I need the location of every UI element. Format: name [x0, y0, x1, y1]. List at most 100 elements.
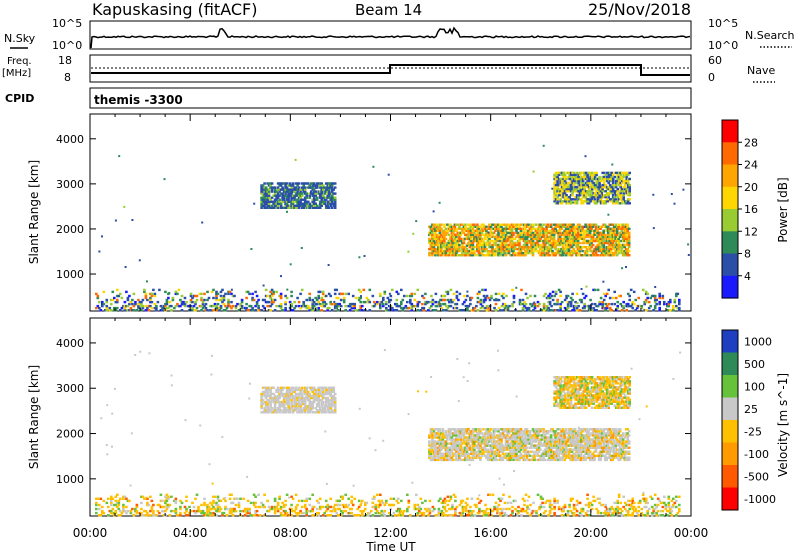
data-cell	[320, 409, 323, 412]
data-cell	[467, 438, 470, 441]
data-cell	[267, 194, 271, 197]
data-cell	[619, 187, 622, 191]
data-cell	[528, 442, 532, 445]
data-cell	[275, 409, 278, 412]
data-cell	[623, 233, 626, 237]
data-cell	[507, 243, 511, 247]
data-cell	[470, 436, 473, 439]
data-cell	[447, 227, 451, 230]
data-cell	[447, 446, 451, 449]
data-cell	[140, 309, 143, 312]
data-cell	[456, 247, 460, 251]
data-cell	[658, 292, 661, 296]
data-cell	[434, 247, 437, 251]
data-cell	[431, 239, 434, 243]
data-cell	[515, 428, 518, 431]
data-cell	[554, 254, 557, 257]
data-cell	[624, 223, 628, 226]
data-cell	[512, 249, 515, 253]
data-cell	[367, 300, 370, 304]
data-cell	[622, 190, 625, 193]
data-cell	[486, 239, 490, 243]
data-cell	[299, 388, 302, 392]
data-cell	[296, 200, 299, 203]
data-cell	[435, 229, 439, 232]
data-cell	[320, 198, 323, 201]
data-cell	[409, 300, 412, 304]
data-cell	[609, 254, 613, 257]
data-cell	[476, 309, 480, 312]
data-cell	[466, 290, 469, 293]
data-cell	[293, 186, 296, 189]
data-cell	[491, 452, 494, 455]
data-cell	[326, 192, 329, 195]
data-cell	[540, 225, 544, 228]
data-cell	[573, 251, 577, 255]
data-cell	[431, 448, 434, 451]
data-cell	[545, 249, 548, 253]
data-cell	[619, 302, 622, 306]
data-cell	[110, 309, 113, 312]
data-cell	[305, 206, 308, 209]
data-cell	[446, 245, 449, 249]
data-cell	[625, 200, 628, 203]
data-cell	[465, 440, 469, 443]
data-cell	[290, 398, 293, 402]
data-cell	[468, 458, 472, 462]
data-cell	[530, 227, 533, 230]
data-cell	[320, 392, 323, 396]
data-cell	[599, 231, 602, 235]
data-cell	[527, 452, 530, 455]
data-cell	[471, 243, 475, 247]
data-cell	[552, 223, 556, 226]
data-cell	[288, 182, 292, 185]
data-cell	[474, 239, 478, 243]
data-cell	[434, 243, 437, 247]
data-cell	[602, 241, 605, 245]
data-cell	[449, 454, 452, 457]
data-cell	[515, 432, 518, 435]
data-cell	[477, 454, 481, 457]
data-cell	[456, 448, 460, 451]
data-cell	[144, 292, 148, 296]
data-cell	[450, 456, 454, 459]
data-cell	[504, 239, 508, 243]
data-cell	[525, 237, 529, 241]
data-cell	[452, 306, 456, 310]
data-cell	[465, 430, 469, 433]
data-cell	[314, 411, 317, 414]
data-cell	[506, 251, 509, 255]
data-cell	[429, 454, 433, 457]
data-cell	[522, 458, 526, 462]
data-cell	[569, 237, 572, 241]
data-cell	[275, 202, 278, 205]
data-cell	[323, 196, 326, 199]
data-cell	[488, 237, 491, 241]
data-cell	[432, 241, 436, 245]
data-cell	[548, 231, 551, 235]
data-cell	[598, 175, 601, 179]
data-cell	[678, 300, 681, 304]
data-cell	[447, 225, 451, 228]
data-cell	[644, 292, 648, 296]
data-cell	[302, 396, 305, 400]
data-cell	[353, 304, 356, 308]
data-cell	[262, 284, 265, 287]
data-cell	[276, 194, 280, 197]
data-cell	[623, 190, 627, 193]
data-cell	[572, 241, 575, 245]
data-cell	[512, 237, 515, 241]
data-cell	[497, 231, 500, 235]
data-cell	[284, 190, 287, 193]
data-cell	[458, 448, 461, 451]
data-cell	[497, 223, 500, 226]
data-cell	[297, 394, 301, 398]
data-cell	[279, 400, 283, 404]
data-cell	[263, 190, 266, 193]
data-cell	[545, 245, 548, 249]
data-cell	[542, 304, 546, 308]
data-cell	[314, 398, 317, 402]
data-cell	[275, 198, 278, 201]
data-cell	[617, 294, 621, 298]
